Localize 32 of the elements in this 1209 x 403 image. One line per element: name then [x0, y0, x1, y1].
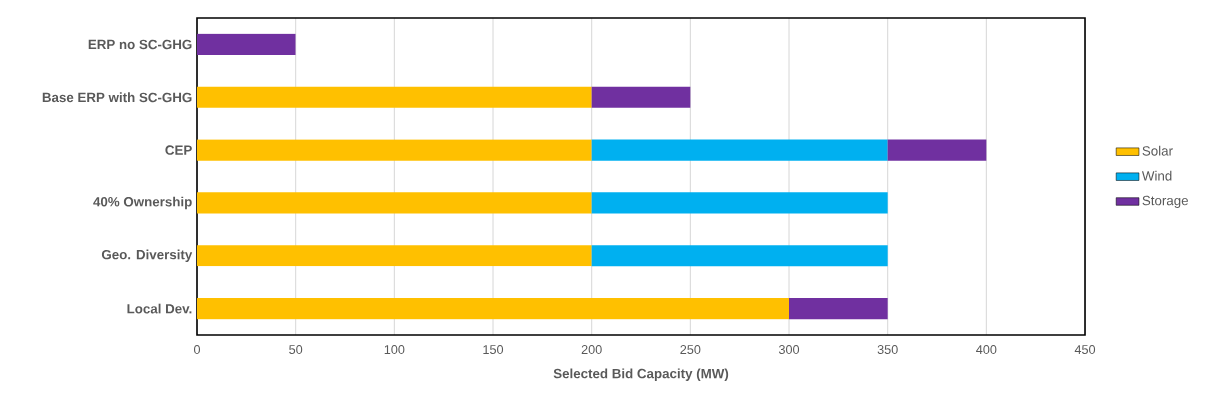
bar: [197, 298, 790, 320]
legend-label: Storage: [1142, 195, 1188, 208]
x-tick-label: 0: [193, 345, 201, 355]
x-tick-label: 150: [483, 345, 504, 355]
x-tick-label: 250: [680, 345, 701, 355]
y-tick-label: Base ERP with SC-GHG: [42, 92, 192, 103]
y-tick-label: Local Dev.: [127, 303, 192, 314]
legend-label: Solar: [1142, 145, 1173, 156]
bar: [197, 245, 592, 267]
x-tick-label: 400: [976, 345, 997, 355]
bar: [591, 245, 888, 267]
x-tick-label: 200: [581, 345, 602, 355]
bar: [887, 139, 987, 161]
y-tick-label: Geo. Diversity: [101, 249, 193, 262]
x-tick-label: 450: [1074, 345, 1096, 355]
legend-label: Wind: [1141, 170, 1172, 181]
x-tick-label: 50: [289, 345, 303, 355]
bar: [197, 139, 592, 161]
bar: [591, 139, 888, 161]
bar: [197, 192, 592, 214]
y-tick-label: CEP: [165, 145, 192, 155]
bar: [591, 192, 888, 214]
x-tick-label: 350: [877, 345, 898, 355]
x-tick-label: 300: [778, 345, 800, 355]
y-tick-label: ERP no SC-GHG: [88, 39, 192, 50]
bar: [197, 33, 296, 55]
x-axis-title: Selected Bid Capacity (MW): [553, 368, 729, 381]
bar: [789, 298, 888, 320]
x-tick-label: 100: [384, 345, 405, 355]
bar: [591, 86, 691, 108]
y-tick-label: 40% Ownership: [93, 196, 192, 210]
bar: [197, 86, 592, 108]
